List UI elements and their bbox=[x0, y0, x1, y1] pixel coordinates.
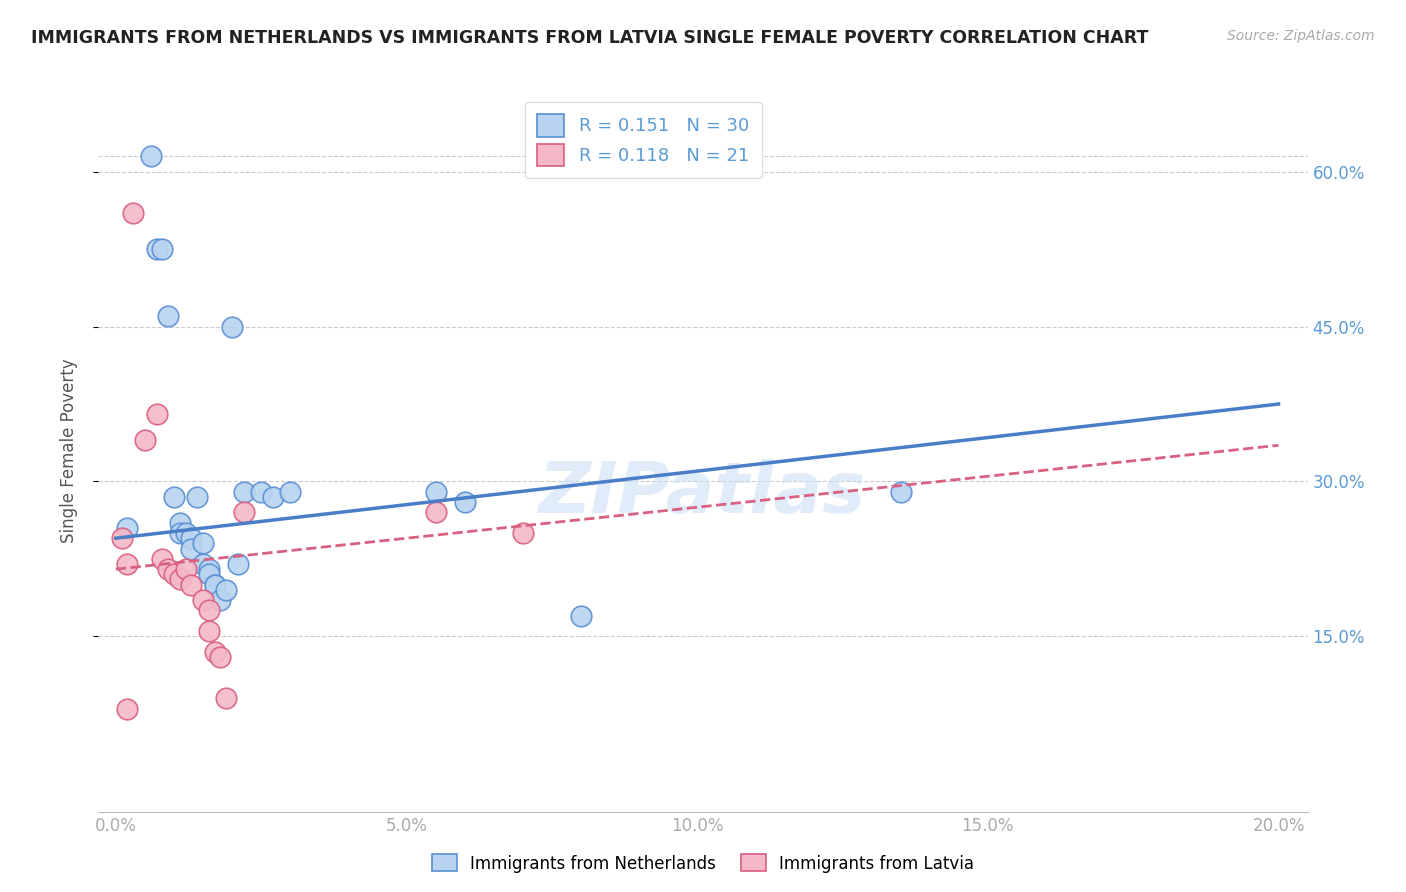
Point bbox=[191, 536, 214, 550]
Point bbox=[453, 495, 475, 509]
Point bbox=[117, 557, 139, 571]
Point bbox=[174, 526, 197, 541]
Point bbox=[180, 577, 202, 591]
Point bbox=[209, 593, 232, 607]
Point bbox=[163, 567, 186, 582]
Point bbox=[215, 691, 238, 706]
Point bbox=[145, 242, 167, 256]
Point bbox=[186, 490, 208, 504]
Point bbox=[174, 562, 197, 576]
Point bbox=[157, 562, 180, 576]
Text: ZIPatlas: ZIPatlas bbox=[540, 459, 866, 528]
Point bbox=[139, 149, 162, 163]
Point bbox=[221, 319, 243, 334]
Point bbox=[134, 433, 156, 447]
Legend: R = 0.151   N = 30, R = 0.118   N = 21: R = 0.151 N = 30, R = 0.118 N = 21 bbox=[524, 102, 762, 178]
Point bbox=[204, 577, 226, 591]
Point bbox=[198, 603, 221, 617]
Point bbox=[191, 593, 214, 607]
Point bbox=[180, 541, 202, 556]
Point bbox=[157, 310, 180, 324]
Point bbox=[122, 206, 145, 220]
Point bbox=[204, 645, 226, 659]
Point bbox=[169, 516, 191, 530]
Point bbox=[425, 484, 447, 499]
Point bbox=[198, 562, 221, 576]
Point bbox=[209, 649, 232, 664]
Y-axis label: Single Female Poverty: Single Female Poverty bbox=[59, 359, 77, 542]
Point bbox=[180, 531, 202, 545]
Point bbox=[278, 484, 301, 499]
Point bbox=[232, 484, 254, 499]
Legend: Immigrants from Netherlands, Immigrants from Latvia: Immigrants from Netherlands, Immigrants … bbox=[425, 847, 981, 880]
Point bbox=[150, 242, 173, 256]
Point bbox=[262, 490, 284, 504]
Point bbox=[117, 701, 139, 715]
Point bbox=[198, 567, 221, 582]
Point bbox=[512, 526, 534, 541]
Text: IMMIGRANTS FROM NETHERLANDS VS IMMIGRANTS FROM LATVIA SINGLE FEMALE POVERTY CORR: IMMIGRANTS FROM NETHERLANDS VS IMMIGRANT… bbox=[31, 29, 1149, 47]
Text: Source: ZipAtlas.com: Source: ZipAtlas.com bbox=[1227, 29, 1375, 44]
Point bbox=[191, 557, 214, 571]
Point bbox=[169, 526, 191, 541]
Point bbox=[425, 505, 447, 519]
Point bbox=[117, 521, 139, 535]
Point bbox=[226, 557, 249, 571]
Point bbox=[111, 531, 134, 545]
Point bbox=[250, 484, 273, 499]
Point bbox=[150, 551, 173, 566]
Point bbox=[204, 577, 226, 591]
Point bbox=[145, 407, 167, 422]
Point bbox=[169, 573, 191, 587]
Point bbox=[198, 624, 221, 639]
Point bbox=[232, 505, 254, 519]
Point bbox=[890, 484, 912, 499]
Point bbox=[215, 582, 238, 597]
Point bbox=[569, 608, 592, 623]
Point bbox=[163, 490, 186, 504]
